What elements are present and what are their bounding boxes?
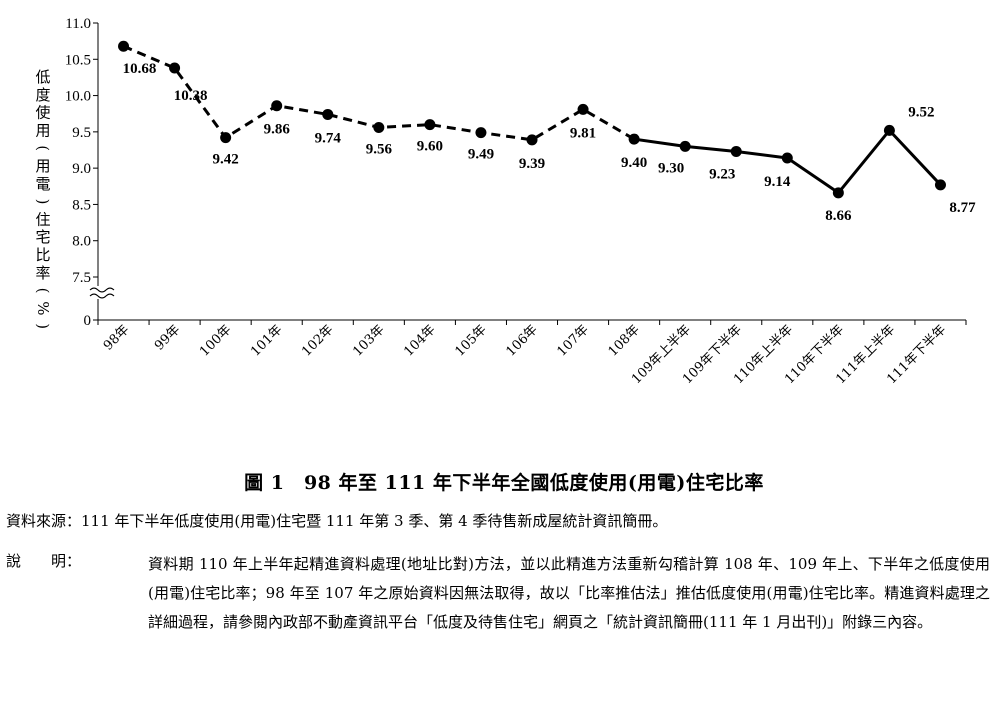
axis-break-mark-2 — [89, 293, 115, 299]
data-label: 9.49 — [468, 147, 494, 163]
data-point — [118, 40, 130, 52]
y-tick-label: 11.0 — [65, 16, 91, 32]
x-tick-label: 100年 — [197, 322, 234, 359]
x-tick-label: 107年 — [555, 322, 592, 359]
y-axis-label-char: 比 — [35, 246, 50, 264]
data-point — [577, 103, 589, 115]
data-point — [628, 133, 640, 145]
data-label: 10.68 — [123, 61, 157, 77]
y-axis-label-char: 住 — [35, 210, 50, 228]
x-tick-label: 101年 — [248, 322, 285, 359]
data-point — [883, 124, 895, 136]
data-label: 9.60 — [417, 139, 443, 155]
y-axis-label-char: 使 — [35, 104, 50, 122]
data-point — [730, 145, 742, 157]
data-label: 9.86 — [264, 122, 291, 138]
y-tick-label: 9.5 — [72, 125, 91, 141]
y-tick-label: 10.0 — [65, 89, 91, 105]
y-axis-label-char: 用 — [35, 121, 50, 139]
data-label: 8.77 — [949, 200, 976, 216]
data-labels: 10.68 10.38 9.42 9.86 9.74 9.56 9.60 9.49 9.39 9.… — [123, 61, 976, 224]
y-axis-label-char: 用 — [35, 157, 50, 175]
x-tick-label: 103年 — [350, 322, 387, 359]
y-axis-label-char: 宅 — [35, 228, 50, 246]
figure-title: 圖 1 98 年至 111 年下半年全國低度使用(用電)住宅比率 — [244, 472, 764, 494]
data-label: 9.74 — [315, 130, 342, 146]
y-axis-label-char: ) — [34, 199, 52, 205]
x-tick-label: 104年 — [401, 322, 438, 359]
x-tick-label: 105年 — [452, 322, 489, 359]
data-label: 9.39 — [519, 156, 545, 172]
y-tick-label: 7.5 — [72, 270, 91, 286]
y-axis-label-char: ) — [34, 323, 52, 329]
y-tick-label: 8.0 — [72, 234, 91, 250]
data-label: 8.66 — [825, 208, 852, 224]
x-tick-label: 106年 — [503, 322, 540, 359]
y-axis-ticks: 11.0 10.5 10.0 9.5 9.0 8.5 8.0 7.5 0 — [65, 16, 98, 329]
data-label: 9.52 — [908, 104, 934, 120]
y-axis-label-char: 率 — [35, 264, 50, 282]
y-tick-label: 10.5 — [65, 52, 91, 68]
y-axis-label: 低度使用(用電)住宅比率(%) — [34, 68, 52, 329]
data-label: 9.23 — [709, 166, 735, 182]
axis-break-mark-1 — [89, 287, 115, 293]
x-tick-label: 102年 — [299, 322, 336, 359]
y-tick-label: 0 — [84, 313, 92, 329]
data-point — [322, 108, 334, 120]
data-label: 9.81 — [570, 125, 596, 141]
data-point — [220, 132, 232, 144]
data-source-text: 資料來源：111 年下半年低度使用(用電)住宅暨 111 年第 3 季、第 4 … — [6, 512, 668, 530]
data-label: 10.38 — [174, 88, 208, 104]
y-axis-label-char: ( — [34, 288, 52, 294]
data-label: 9.14 — [764, 174, 791, 190]
data-point — [373, 122, 385, 134]
data-point — [271, 100, 283, 112]
note-label: 說 明： — [6, 552, 82, 570]
data-point — [781, 152, 793, 164]
x-tick-label: 108年 — [606, 322, 643, 359]
y-tick-label: 8.5 — [72, 197, 91, 213]
y-axis-label-char: 電 — [35, 175, 50, 193]
data-label: 9.30 — [658, 160, 684, 176]
data-point — [424, 119, 436, 131]
y-axis-label-char: 度 — [35, 86, 50, 104]
data-point — [832, 187, 844, 199]
y-axis-label-char: 低 — [35, 68, 50, 86]
series-points — [118, 40, 946, 199]
x-tick-label: 99年 — [152, 322, 183, 353]
data-label: 9.40 — [621, 155, 647, 171]
data-point — [526, 134, 538, 146]
data-point — [169, 62, 181, 74]
x-axis-ticks: 98年 99年 100年 101年 102年 103年 104年 105年 106年 107年 10… — [97, 320, 967, 387]
data-point — [475, 127, 487, 139]
y-axis-label-char: % — [34, 301, 52, 315]
y-tick-label: 9.0 — [72, 161, 91, 177]
note-text: 資料期 110 年上半年起精進資料處理(地址比對)方法，並以此精進方法重新勾稽計… — [148, 555, 990, 631]
data-label: 9.42 — [213, 152, 239, 168]
data-point — [679, 140, 691, 152]
x-tick-label: 98年 — [101, 322, 132, 353]
y-axis-label-char: ( — [34, 145, 52, 151]
chart-axes — [89, 23, 966, 321]
line-chart: 11.0 10.5 10.0 9.5 9.0 8.5 8.0 7.5 0 98年 99年 100年 1… — [34, 16, 976, 387]
data-point — [934, 179, 946, 191]
data-label: 9.56 — [366, 142, 393, 158]
